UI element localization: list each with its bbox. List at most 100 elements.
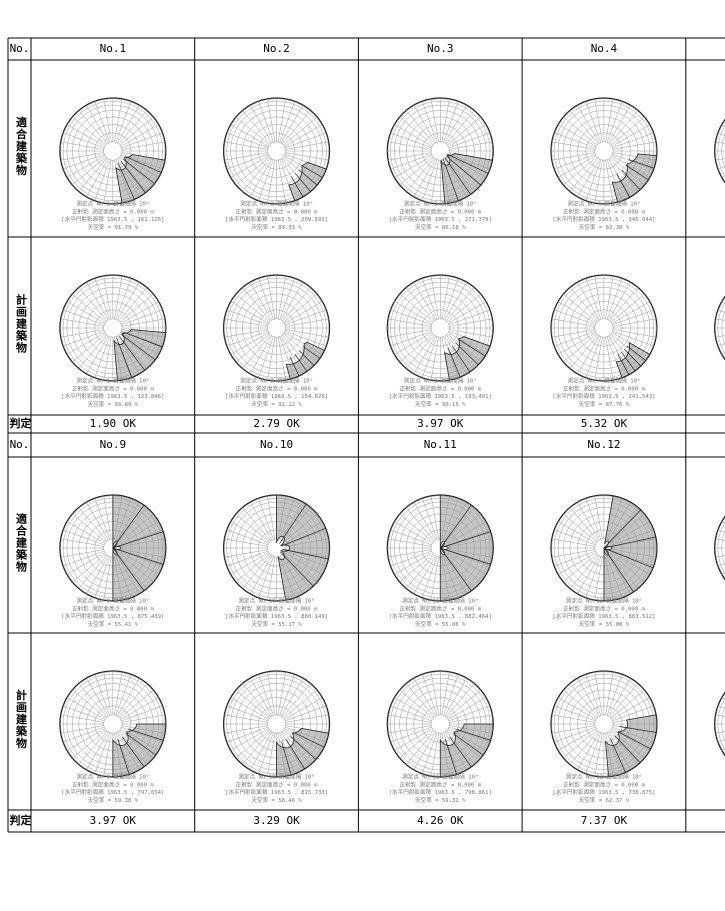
grid-ray xyxy=(441,671,450,716)
grid-ray xyxy=(72,553,107,583)
grid-ray xyxy=(563,729,598,759)
grid-ray xyxy=(594,98,603,143)
obstruction xyxy=(444,336,491,381)
grid-ray xyxy=(224,549,268,558)
grid-ray xyxy=(230,728,269,751)
sky-diagram xyxy=(59,274,167,382)
sky-diagram xyxy=(59,97,167,205)
grid-ray xyxy=(557,521,597,544)
grid-ray xyxy=(551,329,596,338)
column-header: No.2 xyxy=(263,42,290,55)
grid-ray xyxy=(277,98,286,143)
caption-line: [水平円射影面積 1963.5 , 875.439] xyxy=(61,612,164,620)
grid-ray xyxy=(554,529,596,546)
grid-ray xyxy=(280,677,304,717)
grid-ray xyxy=(447,124,487,147)
grid-ray xyxy=(66,521,106,544)
caption-line: [水平円射影面積 1963.5 , 345.044] xyxy=(552,215,655,223)
caption-line: 測定点 No.4 目盛間隔 10° xyxy=(568,200,641,208)
grid-circle xyxy=(267,318,287,338)
caption-line: [水平円射影面積 1963.5 , 154.626] xyxy=(225,392,328,400)
grid-ray xyxy=(285,152,329,161)
grid-ray xyxy=(60,538,105,547)
column-header: No.10 xyxy=(260,438,293,451)
grid-ray xyxy=(282,287,311,322)
grid-ray xyxy=(449,141,493,150)
grid-ray xyxy=(118,683,148,718)
grid-ray xyxy=(249,158,273,198)
obstruction xyxy=(440,153,493,205)
grid-ray xyxy=(557,697,597,720)
grid-ray xyxy=(611,301,650,324)
obstruction-edge xyxy=(447,347,461,378)
grid-ray xyxy=(280,281,304,321)
grid-ray xyxy=(388,725,432,734)
grid-ray xyxy=(405,110,435,145)
grid-ray xyxy=(715,335,725,338)
grid-ray xyxy=(447,697,487,720)
grid-ray xyxy=(226,132,269,149)
grid-ray xyxy=(430,671,439,716)
grid-ray xyxy=(394,332,433,355)
grid-ray xyxy=(609,287,639,322)
grid-ray xyxy=(405,554,435,589)
grid-ray xyxy=(554,132,596,149)
caption-line: 測定点 No.2 目盛間隔 10° xyxy=(240,200,313,208)
grid-ray xyxy=(235,293,270,323)
grid-ray xyxy=(258,674,274,716)
grid-ray xyxy=(413,501,436,541)
grid-ray xyxy=(267,671,276,716)
caption-line: 測定点 No.10 目盛間隔 10° xyxy=(238,773,314,781)
obstruction-edge xyxy=(298,350,315,366)
caption-line: 測定点 No.1 目盛間隔 10° xyxy=(76,200,149,208)
grid-ray xyxy=(390,529,432,546)
caption-line: 天空率 = 91.79 % xyxy=(88,223,139,231)
grid-ray xyxy=(430,556,439,601)
sky-diagram xyxy=(714,691,725,757)
grid-ray xyxy=(226,330,269,347)
grid-ray xyxy=(444,281,467,321)
grid-ray xyxy=(224,714,268,723)
grid-ray xyxy=(446,116,482,146)
grid-ray xyxy=(284,697,323,720)
caption-line: 正射影 測定面高さ = 0.000 m xyxy=(563,604,645,612)
caption-line: 天空率 = 58.46 % xyxy=(251,796,302,804)
obstruction-edge xyxy=(455,342,479,366)
grid-circle xyxy=(430,714,450,734)
column-header: No.12 xyxy=(587,438,620,451)
grid-ray xyxy=(224,538,268,547)
grid-ray xyxy=(60,714,105,723)
sky-diagram xyxy=(550,97,658,205)
grid-ray xyxy=(612,705,654,722)
grid-ray xyxy=(611,697,650,720)
obstruction-edge xyxy=(295,173,311,192)
caption-line: 測定点 No.12 目盛間隔 10° xyxy=(566,773,642,781)
grid-ray xyxy=(430,732,439,777)
judgement: 1.90 OK xyxy=(90,417,137,430)
obstruction-edge xyxy=(617,353,630,375)
grid-ray xyxy=(224,329,268,338)
grid-ray xyxy=(277,275,286,320)
caption-line: 天空率 = 55.17 % xyxy=(251,620,302,628)
grid-ray xyxy=(577,677,600,717)
obstruction-edge xyxy=(444,739,457,775)
grid-ray xyxy=(447,301,487,324)
grid-ray xyxy=(405,157,435,192)
grid-ray xyxy=(235,156,270,186)
grid-ray xyxy=(563,293,598,323)
grid-ray xyxy=(60,318,105,327)
caption-line: 天空率 = 86.18 % xyxy=(415,223,466,231)
row-label: 適合建築物 xyxy=(15,512,29,573)
obstruction-edge xyxy=(455,728,491,741)
obstruction-edge xyxy=(623,348,642,367)
corner-label: No. xyxy=(10,438,30,451)
grid-ray xyxy=(413,104,436,144)
grid-ray xyxy=(115,278,132,320)
grid-ray xyxy=(399,513,434,543)
grid-ray xyxy=(610,116,645,146)
grid-ray xyxy=(612,330,654,347)
grid-ray xyxy=(399,116,434,146)
grid-ray xyxy=(430,275,439,320)
caption-line: 正射影 測定面高さ = 0.000 m xyxy=(563,780,645,788)
